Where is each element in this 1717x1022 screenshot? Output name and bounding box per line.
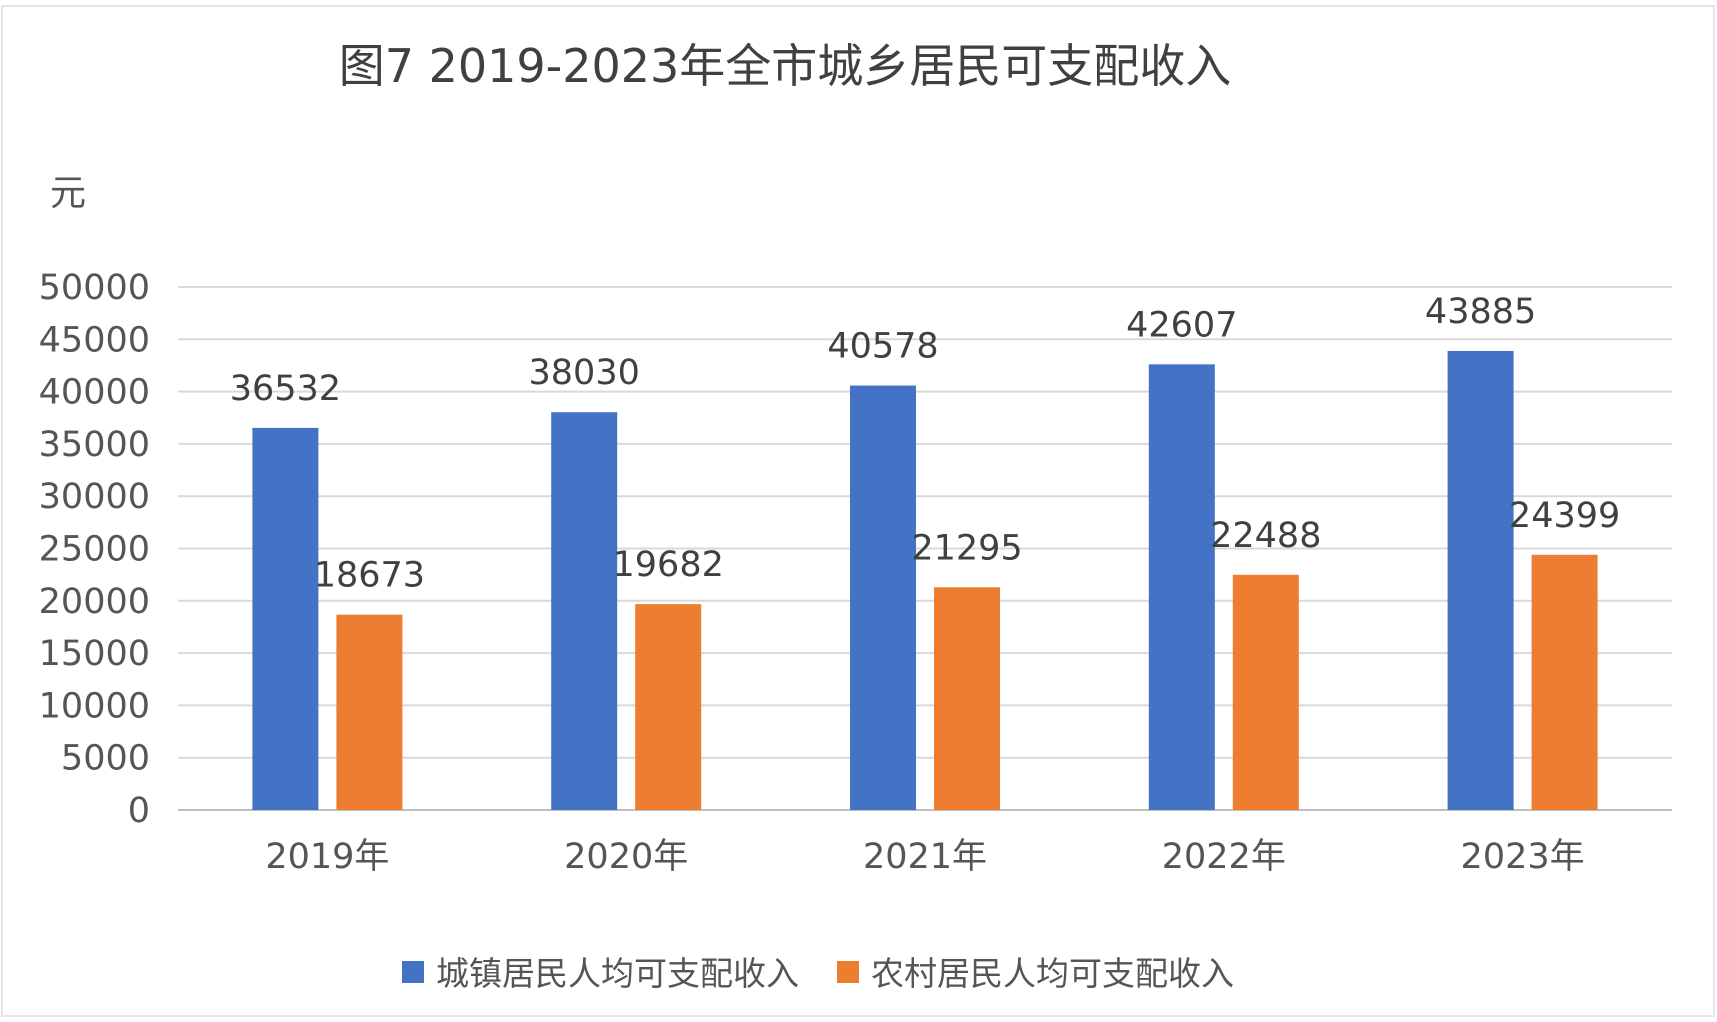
- legend-label: 农村居民人均可支配收入: [871, 954, 1234, 993]
- data-labels: 36532 18673 38030 19682 40578 21295 42607 22488…: [230, 292, 1621, 596]
- data-label: 36532: [230, 369, 341, 409]
- y-tick-label: 40000: [39, 373, 150, 413]
- y-tick-label: 35000: [39, 425, 150, 465]
- y-tick-label: 10000: [39, 686, 150, 726]
- x-category-label: 2021年: [863, 837, 987, 877]
- y-tick-label: 15000: [39, 634, 150, 674]
- legend: 城镇居民人均可支配收入 农村居民人均可支配收入: [402, 954, 1234, 993]
- bar-rural: [1531, 554, 1598, 810]
- y-tick-label: 45000: [39, 320, 150, 360]
- data-label: 42607: [1126, 305, 1237, 345]
- legend-swatch-rural: [837, 961, 859, 983]
- y-tick-label: 5000: [61, 739, 150, 779]
- bar-urban: [252, 427, 319, 810]
- y-tick-label: 0: [128, 791, 150, 831]
- x-category-label: 2020年: [564, 837, 688, 877]
- data-label: 18673: [314, 556, 425, 596]
- data-label: 24399: [1509, 496, 1620, 536]
- bar-urban: [1447, 350, 1514, 810]
- y-tick-label: 25000: [39, 530, 150, 570]
- data-label: 21295: [911, 528, 1022, 568]
- data-label: 38030: [529, 353, 640, 393]
- data-label: 43885: [1425, 292, 1536, 332]
- gridlines: [178, 286, 1672, 811]
- bar-rural: [336, 614, 403, 810]
- x-category-label: 2019年: [265, 837, 389, 877]
- y-tick-label: 20000: [39, 582, 150, 622]
- y-tick-label: 30000: [39, 477, 150, 517]
- y-tick-label: 50000: [39, 268, 150, 308]
- data-label: 40578: [827, 327, 938, 367]
- data-label: 22488: [1210, 516, 1321, 556]
- chart-border: [1, 5, 1715, 1017]
- data-label: 19682: [613, 545, 724, 585]
- y-axis-ticks: 0 5000 10000 15000 20000 25000 30000 35000 40000…: [39, 268, 150, 831]
- x-axis-categories: 2019年 2020年 2021年 2022年 2023年: [265, 837, 1584, 877]
- bar-rural: [635, 604, 702, 810]
- bar-urban: [1148, 364, 1215, 810]
- y-axis-unit-label: 元: [50, 173, 86, 214]
- bar-rural: [934, 587, 1000, 810]
- legend-swatch-urban: [402, 961, 424, 983]
- bar-urban: [850, 385, 916, 810]
- bar-urban: [551, 412, 618, 810]
- chart-title: 图7 2019-2023年全市城乡居民可支配收入: [339, 39, 1232, 93]
- x-category-label: 2023年: [1461, 837, 1585, 877]
- bar-rural: [1232, 574, 1299, 810]
- x-category-label: 2022年: [1162, 837, 1286, 877]
- bars: [252, 350, 1598, 810]
- legend-label: 城镇居民人均可支配收入: [436, 954, 799, 993]
